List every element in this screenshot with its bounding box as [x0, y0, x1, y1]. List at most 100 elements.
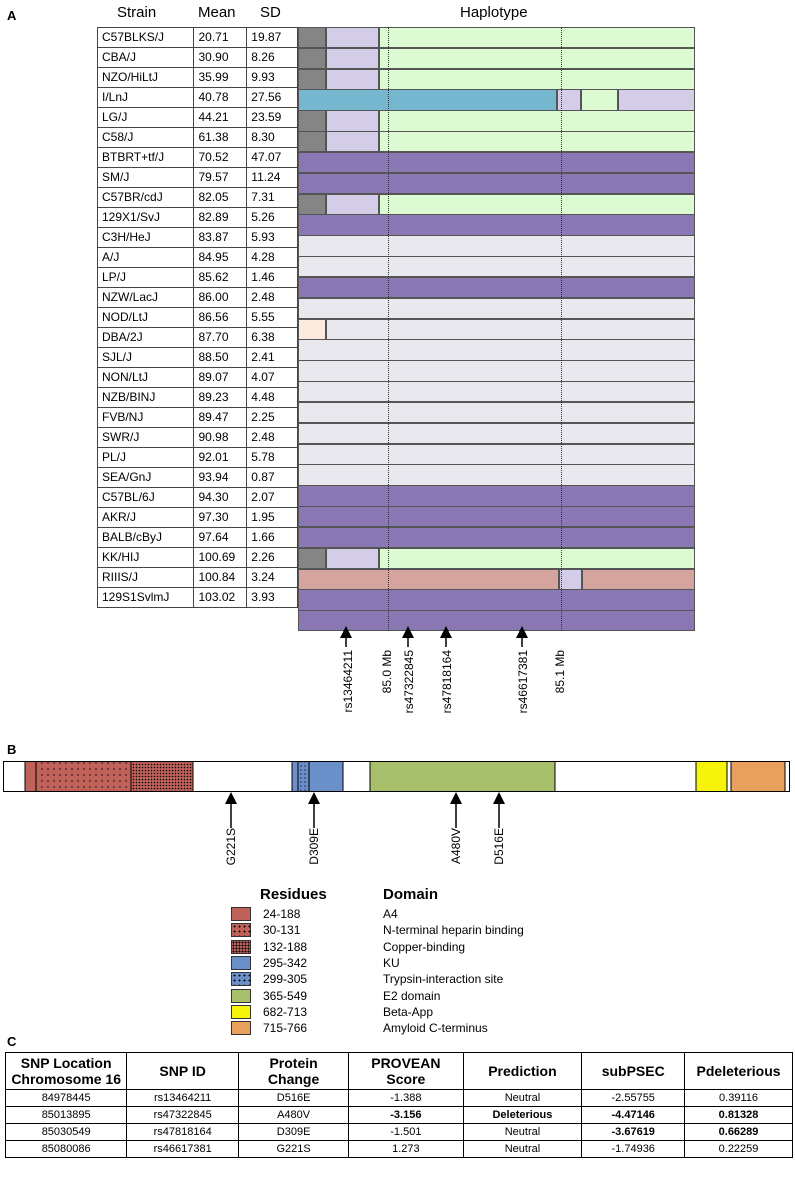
cell-sd: 5.78 — [246, 447, 298, 468]
cell-mean: 82.89 — [193, 207, 248, 228]
haplotype-block — [298, 589, 695, 611]
strain-row: C57BR/cdJ 82.05 7.31 — [96, 187, 298, 208]
table-cell: 0.81328 — [684, 1106, 793, 1124]
variant-g221s: G221S — [224, 828, 238, 866]
strain-row: NOD/LtJ 86.56 5.55 — [96, 307, 298, 328]
cell-strain: LG/J — [96, 107, 195, 128]
strain-row: FVB/NJ 89.47 2.25 — [96, 407, 298, 428]
cell-strain: FVB/NJ — [96, 407, 195, 428]
table-cell: 84978445 — [4, 1089, 128, 1107]
strain-row: C58/J 61.38 8.30 — [96, 127, 298, 148]
cell-mean: 90.98 — [193, 427, 248, 448]
strain-row: SWR/J 90.98 2.48 — [96, 427, 298, 448]
cell-strain: BALB/cByJ — [96, 527, 195, 548]
strain-row: C57BLKS/J 20.71 19.87 — [96, 27, 298, 48]
haplotype-block — [298, 526, 695, 549]
table-row: 85030549 rs47818164 D309E -1.501 Neutral -3.6… — [4, 1123, 793, 1141]
cell-mean: 92.01 — [193, 447, 248, 468]
haplotype-block — [379, 547, 695, 569]
strain-row: NON/LtJ 89.07 4.07 — [96, 367, 298, 388]
haplotype-block — [618, 89, 695, 111]
haplotype-block — [379, 68, 695, 90]
haplotype-block — [379, 193, 695, 215]
haplotype-block — [326, 47, 379, 70]
cell-sd: 6.38 — [246, 327, 298, 348]
strain-row: NZO/HiLtJ 35.99 9.93 — [96, 67, 298, 88]
table-cell: 0.39116 — [684, 1089, 793, 1107]
domain-heparin-binding — [35, 761, 132, 792]
strain-row: CBA/J 30.90 8.26 — [96, 47, 298, 68]
strain-row: SJL/J 88.50 2.41 — [96, 347, 298, 368]
cell-mean: 83.87 — [193, 227, 248, 248]
cell-strain: I/LnJ — [96, 87, 195, 108]
domain-trypsin-site — [297, 761, 310, 792]
cell-sd: 3.93 — [246, 587, 298, 608]
haplotype-block — [298, 443, 695, 465]
cell-sd: 5.55 — [246, 307, 298, 328]
strain-row: BALB/cByJ 97.64 1.66 — [96, 527, 298, 548]
cell-sd: 4.48 — [246, 387, 298, 408]
cell-sd: 5.93 — [246, 227, 298, 248]
legend-domain: Copper-binding — [383, 939, 466, 954]
cell-strain: C57BL/6J — [96, 487, 195, 508]
cell-mean: 89.07 — [193, 367, 248, 388]
legend-swatch — [231, 907, 251, 921]
variant-arrows — [225, 792, 505, 828]
cell-mean: 82.05 — [193, 187, 248, 208]
cell-mean: 88.50 — [193, 347, 248, 368]
table-cell: rs47818164 — [126, 1123, 239, 1141]
haplotype-blocks — [298, 27, 695, 632]
domain-e2 — [369, 761, 556, 792]
table-cell: rs46617381 — [126, 1140, 239, 1158]
table-cell: D309E — [237, 1123, 350, 1141]
cell-strain: AKR/J — [96, 507, 195, 528]
cell-mean: 103.02 — [193, 587, 248, 608]
table-cell: -3.156 — [348, 1106, 464, 1124]
strain-row: LP/J 85.62 1.46 — [96, 267, 298, 288]
mb-line-85-1 — [561, 27, 562, 631]
table-cell: 85030549 — [4, 1123, 128, 1141]
cell-sd: 19.87 — [246, 27, 298, 48]
cell-strain: CBA/J — [96, 47, 195, 68]
table-cell: 0.66289 — [684, 1123, 793, 1141]
haplotype-block — [379, 27, 695, 49]
header-sd: SD — [260, 4, 281, 21]
haplotype-block — [582, 568, 695, 590]
haplotype-block — [298, 110, 326, 132]
label-85-1-mb: 85.1 Mb — [553, 650, 567, 694]
cell-sd: 3.24 — [246, 567, 298, 588]
legend-swatch — [231, 923, 251, 938]
legend-residues: 715-766 — [263, 1021, 308, 1036]
table-cell: -1.74936 — [581, 1140, 686, 1158]
label-rs47322845: rs47322845 — [402, 650, 416, 714]
haplotype-block — [298, 47, 326, 70]
haplotype-block — [326, 68, 379, 90]
table-cell: 85013895 — [4, 1106, 128, 1124]
legend-swatch — [231, 988, 251, 1003]
haplotype-block — [298, 485, 695, 507]
legend-domain: Trypsin-interaction site — [383, 972, 504, 987]
variant-d309e: D309E — [307, 828, 321, 865]
domain-beta-app — [695, 761, 728, 792]
cell-strain: NZW/LacJ — [96, 287, 195, 308]
cell-strain: C57BLKS/J — [96, 27, 195, 48]
legend-domain: Beta-App — [383, 1004, 434, 1019]
cell-strain: NZB/BINJ — [96, 387, 195, 408]
cell-strain: 129X1/SvJ — [96, 207, 195, 228]
haplotype-block — [557, 89, 581, 111]
table-cell: Neutral — [462, 1140, 583, 1158]
legend-residues: 295-342 — [263, 955, 308, 970]
cell-mean: 79.57 — [193, 167, 248, 188]
cell-mean: 40.78 — [193, 87, 248, 108]
cell-strain: DBA/2J — [96, 327, 195, 348]
haplotype-block — [298, 256, 695, 278]
cell-sd: 1.66 — [246, 527, 298, 548]
cell-sd: 47.07 — [246, 147, 298, 168]
protein-domain-bar — [3, 761, 790, 792]
cell-mean: 87.70 — [193, 327, 248, 348]
snp-table: SNP Location Chromosome 16 SNP ID Protei… — [4, 1052, 793, 1158]
table-cell: D516E — [237, 1089, 350, 1107]
strain-row: AKR/J 97.30 1.95 — [96, 507, 298, 528]
haplotype-block — [298, 506, 695, 528]
cell-sd: 2.41 — [246, 347, 298, 368]
